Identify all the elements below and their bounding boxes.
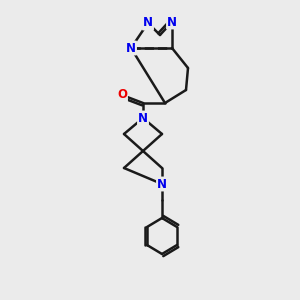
Text: N: N (167, 16, 177, 28)
Text: N: N (126, 41, 136, 55)
Text: N: N (143, 16, 153, 29)
Text: O: O (117, 88, 127, 101)
Text: N: N (157, 178, 167, 190)
Text: N: N (138, 112, 148, 124)
